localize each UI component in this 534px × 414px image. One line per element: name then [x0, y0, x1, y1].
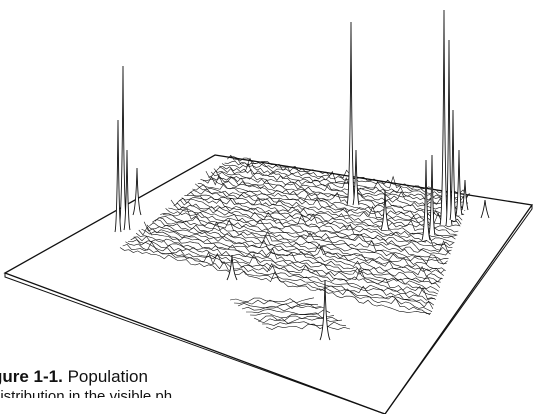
- population-peak: [428, 154, 436, 236]
- ridge-line: [197, 183, 459, 233]
- ridge-line: [192, 184, 457, 237]
- ridge-line: [149, 222, 441, 285]
- population-peak: [461, 179, 469, 211]
- ridge-line: [143, 221, 439, 292]
- fringe-line: [233, 299, 319, 307]
- ridge-line: [194, 183, 458, 236]
- population-peak: [346, 21, 356, 206]
- fringe-line: [241, 305, 327, 312]
- ridge-line: [168, 207, 448, 265]
- population-peak: [455, 149, 463, 216]
- population-peak: [449, 109, 457, 221]
- population-peak: [352, 149, 360, 206]
- population-peak: [439, 9, 449, 226]
- population-peak: [480, 199, 490, 219]
- base-plane-edge: [4, 273, 386, 414]
- population-peak: [226, 254, 238, 281]
- ridge-line: [205, 170, 462, 225]
- population-peak: [380, 189, 390, 231]
- base-plane-edge-right: [384, 205, 533, 414]
- ridge-line: [162, 208, 446, 272]
- ridge-line: [178, 197, 452, 252]
- population-peak: [123, 149, 131, 231]
- ridge-line: [135, 232, 437, 300]
- population-peak: [421, 159, 431, 241]
- ridge-line: [189, 189, 456, 240]
- ridge-line: [138, 226, 437, 297]
- population-peaks: [114, 9, 490, 341]
- ridge-line: [133, 235, 435, 301]
- ridge-line: [173, 202, 450, 256]
- fringe-line: [265, 323, 351, 330]
- ridge-line: [157, 216, 444, 276]
- ridge-line: [213, 168, 465, 215]
- fringe-line: [249, 312, 335, 319]
- ridge-line: [224, 160, 469, 204]
- ridge-line: [200, 174, 460, 228]
- caption-line-2: distribution in the visible ph: [0, 388, 173, 398]
- ridge-line: [181, 197, 453, 248]
- ridge-line: [125, 241, 433, 312]
- ridge-line: [154, 217, 443, 280]
- ridge-line: [130, 237, 435, 306]
- ridge-line: [176, 199, 451, 255]
- population-peak: [319, 279, 331, 341]
- ridge-line: [208, 170, 463, 221]
- caption-line-1: Population: [67, 367, 148, 386]
- ridge-line: [141, 228, 438, 295]
- ridge-line: [216, 162, 466, 212]
- ridge-line: [165, 208, 447, 265]
- population-ridges: [119, 154, 471, 330]
- population-peak: [132, 167, 142, 216]
- ridge-line: [184, 195, 454, 246]
- ridge-line: [170, 199, 449, 260]
- fringe-line: [261, 321, 347, 327]
- fringe-line: [237, 302, 323, 309]
- ridge-line: [127, 239, 434, 310]
- ridge-line: [210, 171, 464, 216]
- ridge-line: [146, 224, 441, 288]
- figure-label: gure 1-1.: [0, 367, 63, 386]
- ridge-line: [227, 154, 470, 201]
- fringe-line: [246, 309, 331, 316]
- figure-caption: gure 1-1. Population distribution in the…: [0, 367, 242, 398]
- ridge-line: [122, 244, 432, 315]
- fringe-line: [257, 317, 343, 324]
- population-peak: [114, 119, 122, 233]
